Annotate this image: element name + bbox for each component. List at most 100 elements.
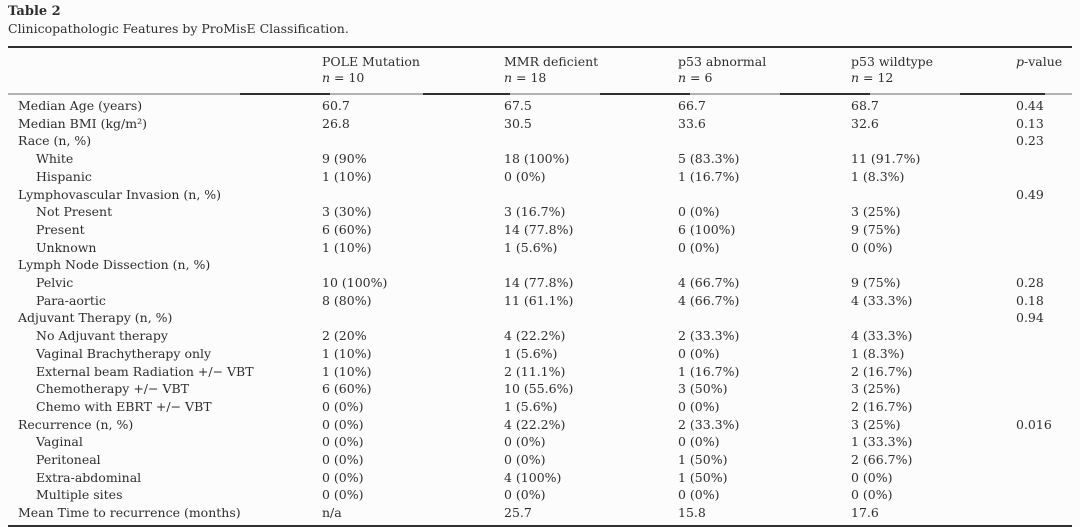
value-cell: 4 (22.2%): [504, 328, 566, 344]
table-row: Not Present 3 (30%) 3 (16.7%) 0 (0%) 3 (25%): [8, 203, 1072, 221]
table-row: Chemo with EBRT +/− VBT 0 (0%) 1 (5.6%) 0 (…: [8, 398, 1072, 416]
p-value-cell: 0.28: [1016, 275, 1044, 291]
table-row: White 9 (90% 18 (100%) 5 (83.3%) 11 (91.7%): [8, 150, 1072, 168]
value-cell: 4 (66.7%): [678, 292, 740, 308]
table-bottom-rule: [8, 524, 1072, 527]
value-cell: 0 (0%): [678, 398, 720, 414]
value-cell: 0 (0%): [678, 239, 720, 255]
row-label: Chemotherapy +/− VBT: [36, 381, 190, 397]
value-cell: 4 (66.7%): [678, 275, 740, 291]
table-caption: Clinicopathologic Features by ProMisE Cl…: [8, 21, 349, 36]
row-label: Recurrence (n, %): [18, 416, 134, 432]
row-label: Lymphovascular Invasion (n, %): [18, 186, 222, 202]
p-value-cell: 0.13: [1016, 115, 1044, 131]
value-cell: 25.7: [504, 505, 532, 521]
value-cell: 1 (5.6%): [504, 398, 558, 414]
value-cell: 0 (0%): [678, 345, 720, 361]
value-cell: 26.8: [322, 115, 350, 131]
column-header-title: p53 abnormal: [678, 54, 767, 69]
row-label: Unknown: [36, 239, 97, 255]
column-header-n: n = 12: [851, 70, 894, 85]
value-cell: 6 (100%): [678, 221, 736, 237]
value-cell: 1 (50%): [678, 469, 728, 485]
table-row: Mean Time to recurrence (months) n/a 25.7 1…: [8, 504, 1072, 522]
value-cell: 0 (0%): [504, 168, 546, 184]
value-cell: 2 (33.3%): [678, 416, 740, 432]
value-cell: 30.5: [504, 115, 532, 131]
column-header-n: n = 10: [322, 70, 365, 85]
value-cell: 3 (25%): [851, 381, 901, 397]
value-cell: 10 (55.6%): [504, 381, 574, 397]
value-cell: 33.6: [678, 115, 706, 131]
p-value-cell: 0.49: [1016, 186, 1044, 202]
column-header-title: p53 wildtype: [851, 54, 934, 69]
row-label: Adjuvant Therapy (n, %): [18, 310, 173, 326]
table-row: Hispanic 1 (10%) 0 (0%) 1 (16.7%) 1 (8.3%): [8, 168, 1072, 186]
value-cell: 15.8: [678, 505, 706, 521]
row-label: Chemo with EBRT +/− VBT: [36, 398, 212, 414]
value-cell: 0 (0%): [504, 434, 546, 450]
column-header-title: MMR deficient: [504, 54, 599, 69]
value-cell: 10 (100%): [322, 275, 388, 291]
row-label: Present: [36, 221, 85, 237]
table-row: Chemotherapy +/− VBT 6 (60%) 10 (55.6%) 3 (…: [8, 380, 1072, 398]
table-row: Median Age (years) 60.7 67.5 66.7 68.7 0.44: [8, 97, 1072, 115]
value-cell: 0 (0%): [678, 434, 720, 450]
value-cell: 3 (25%): [851, 416, 901, 432]
table-row: Race (n, %) 0.23: [8, 132, 1072, 150]
value-cell: 6 (60%): [322, 381, 372, 397]
row-label: Multiple sites: [36, 487, 123, 503]
row-label: Extra-abdominal: [36, 469, 142, 485]
row-label: Median Age (years): [18, 98, 143, 113]
value-cell: 3 (16.7%): [504, 204, 566, 220]
value-cell: 66.7: [678, 98, 706, 113]
value-cell: 0 (0%): [504, 487, 546, 503]
value-cell: 8 (80%): [322, 292, 372, 308]
column-header-n: n = 6: [678, 70, 713, 85]
value-cell: 3 (30%): [322, 204, 372, 220]
paper-table-page: Table 2 Clinicopathologic Features by Pr…: [8, 0, 1072, 527]
table-row: Extra-abdominal 0 (0%) 4 (100%) 1 (50%) 0 (0…: [8, 469, 1072, 487]
value-cell: 0 (0%): [851, 487, 893, 503]
value-cell: 67.5: [504, 98, 532, 113]
value-cell: 2 (20%: [322, 328, 367, 344]
table-row: Peritoneal 0 (0%) 0 (0%) 1 (50%) 2 (66.7%): [8, 451, 1072, 469]
row-label: Hispanic: [36, 168, 92, 184]
table-row: Lymph Node Dissection (n, %): [8, 256, 1072, 274]
column-header-pole-mutation: POLE Mutation n = 10: [322, 54, 504, 86]
table-row: Vaginal Brachytherapy only 1 (10%) 1 (5.6%…: [8, 345, 1072, 363]
value-cell: 14 (77.8%): [504, 221, 574, 237]
value-cell: 2 (16.7%): [851, 398, 913, 414]
row-label: Vaginal: [36, 434, 83, 450]
value-cell: 1 (16.7%): [678, 168, 740, 184]
value-cell: 1 (5.6%): [504, 345, 558, 361]
table-row: Present 6 (60%) 14 (77.8%) 6 (100%) 9 (75%): [8, 221, 1072, 239]
row-label: Vaginal Brachytherapy only: [36, 345, 212, 361]
table-row: No Adjuvant therapy 2 (20% 4 (22.2%) 2 (33.…: [8, 327, 1072, 345]
value-cell: 14 (77.8%): [504, 275, 574, 291]
table-row: Vaginal 0 (0%) 0 (0%) 0 (0%) 1 (33.3%): [8, 433, 1072, 451]
value-cell: 1 (10%): [322, 239, 372, 255]
value-cell: 4 (22.2%): [504, 416, 566, 432]
value-cell: 0 (0%): [851, 469, 893, 485]
row-label: White: [36, 151, 74, 167]
value-cell: 18 (100%): [504, 151, 570, 167]
value-cell: 1 (50%): [678, 452, 728, 468]
row-label: Lymph Node Dissection (n, %): [18, 257, 211, 273]
value-cell: 9 (75%): [851, 221, 901, 237]
value-cell: 68.7: [851, 98, 879, 113]
table-row: Pelvic 10 (100%) 14 (77.8%) 4 (66.7%) 9 (75%…: [8, 274, 1072, 292]
table-row: Recurrence (n, %) 0 (0%) 4 (22.2%) 2 (33.3%…: [8, 416, 1072, 434]
table-row: Median BMI (kg/m²) 26.8 30.5 33.6 32.6 0.13: [8, 115, 1072, 133]
value-cell: 2 (33.3%): [678, 328, 740, 344]
value-cell: 1 (10%): [322, 345, 372, 361]
row-label: External beam Radiation +/− VBT: [36, 363, 254, 379]
value-cell: 9 (75%): [851, 275, 901, 291]
row-label: Race (n, %): [18, 133, 92, 149]
value-cell: 1 (5.6%): [504, 239, 558, 255]
value-cell: 0 (0%): [678, 487, 720, 503]
table-header-separator-rule: [8, 93, 1072, 95]
table-label: Table 2: [8, 4, 61, 19]
value-cell: 2 (11.1%): [504, 363, 566, 379]
value-cell: 0 (0%): [322, 487, 364, 503]
